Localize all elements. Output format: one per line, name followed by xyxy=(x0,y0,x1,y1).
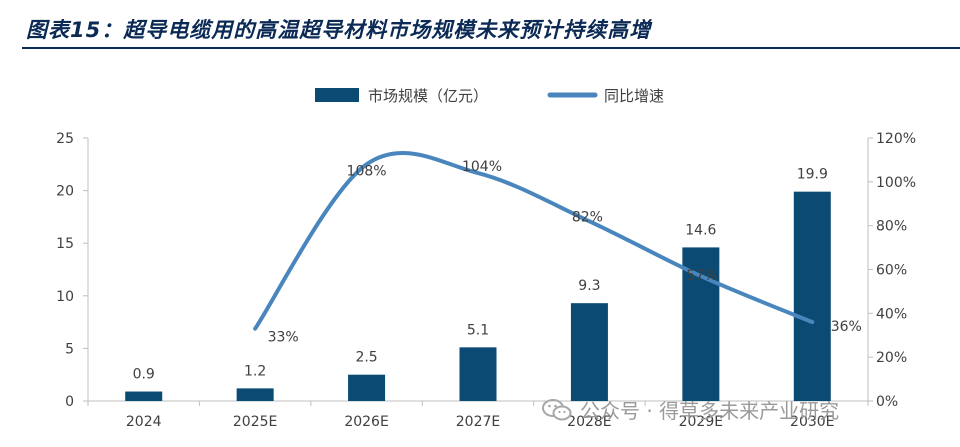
growth-line xyxy=(253,150,815,331)
wechat-icon xyxy=(542,398,572,420)
bar xyxy=(125,391,163,401)
bar-data-label: 1.2 xyxy=(244,363,266,379)
bar-data-label: 2.5 xyxy=(355,350,377,366)
x-tick-label: 2030E xyxy=(790,414,834,430)
bar xyxy=(236,388,274,401)
bar-data-label: 14.6 xyxy=(685,222,716,238)
bar xyxy=(459,347,497,401)
y-right-tick-label: 20% xyxy=(876,350,907,366)
x-tick-label: 2026E xyxy=(344,414,388,430)
y-right-tick-label: 40% xyxy=(876,306,907,322)
bar xyxy=(682,247,720,401)
line-data-label: 104% xyxy=(462,159,502,175)
x-tick-label: 2024 xyxy=(126,414,162,430)
bar xyxy=(793,191,831,401)
bar xyxy=(570,303,608,401)
y-right-tick-label: 120% xyxy=(876,131,916,147)
y-left-tick-label: 20 xyxy=(56,184,74,200)
line-data-label: 36% xyxy=(831,319,862,335)
title-divider xyxy=(22,47,960,49)
line-data-label: 82% xyxy=(572,209,603,225)
y-right-tick-label: 60% xyxy=(876,263,907,279)
bar-data-label: 9.3 xyxy=(578,278,600,294)
x-tick-label: 2025E xyxy=(233,414,277,430)
x-tick-label: 2029E xyxy=(679,414,723,430)
legend-bar-swatch xyxy=(315,88,359,102)
bar-data-label: 19.9 xyxy=(797,167,828,183)
x-tick-label: 2028E xyxy=(567,414,611,430)
bar xyxy=(348,374,386,401)
y-right-tick-label: 0% xyxy=(876,394,898,410)
y-left-tick-label: 0 xyxy=(65,394,74,410)
line-data-label: 57% xyxy=(686,268,717,284)
title-bar: 图表15：超导电缆用的高温超导材料市场规模未来预计持续高增 xyxy=(0,0,960,52)
y-left-tick-label: 15 xyxy=(56,236,74,252)
y-left-tick-label: 10 xyxy=(56,289,74,305)
chart-title: 图表15：超导电缆用的高温超导材料市场规模未来预计持续高增 xyxy=(26,18,652,42)
line-data-label: 33% xyxy=(268,330,299,346)
y-left-tick-label: 25 xyxy=(56,131,74,147)
watermark: 公众号 · 得草多未来产业研究 xyxy=(542,395,839,424)
y-right-tick-label: 100% xyxy=(876,175,916,191)
y-left-tick-label: 5 xyxy=(65,341,74,357)
x-tick-label: 2027E xyxy=(456,414,500,430)
line-data-label: 108% xyxy=(347,163,387,179)
watermark-text: 公众号 · 得草多未来产业研究 xyxy=(580,399,840,423)
legend-bar-label: 市场规模（亿元） xyxy=(368,87,488,105)
y-right-tick-label: 80% xyxy=(876,219,907,235)
legend-line-label: 同比增速 xyxy=(604,87,664,105)
bar-data-label: 5.1 xyxy=(467,322,489,338)
bar-data-label: 0.9 xyxy=(133,367,155,383)
